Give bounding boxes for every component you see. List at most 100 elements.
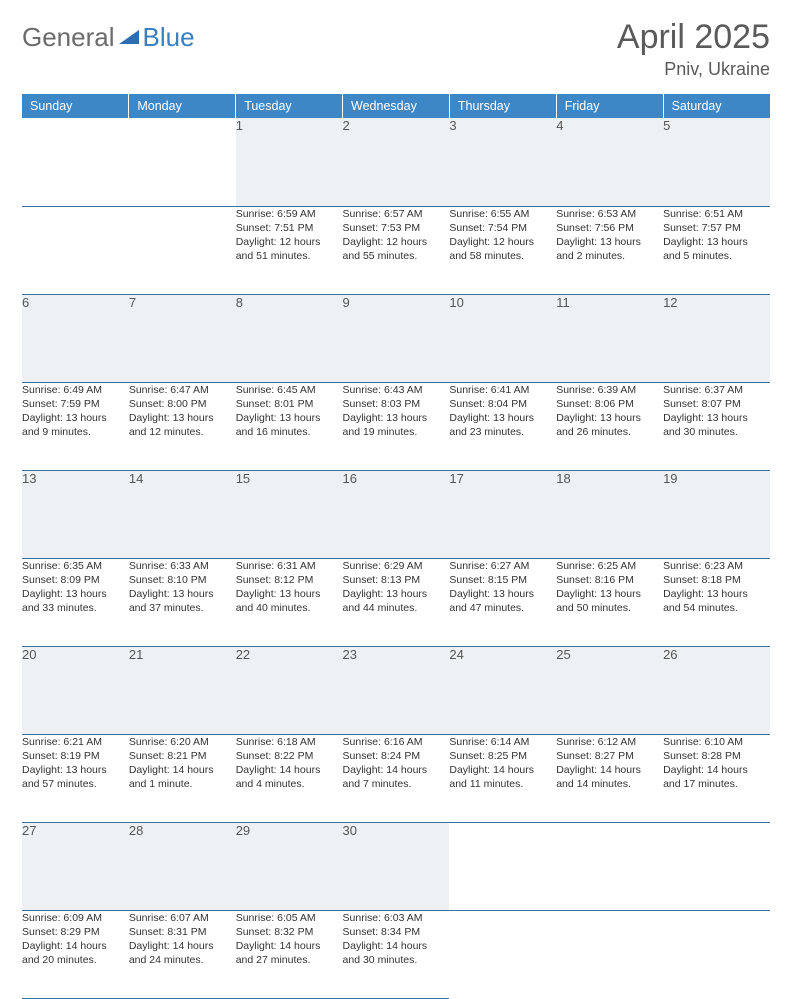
day-content-cell — [22, 206, 129, 294]
day-content-cell: Sunrise: 6:35 AMSunset: 8:09 PMDaylight:… — [22, 558, 129, 646]
sunset-text: Sunset: 8:00 PM — [129, 397, 236, 411]
daylight-text-1: Daylight: 12 hours — [343, 235, 450, 249]
weekday-header: Monday — [129, 94, 236, 118]
day-number-cell: 23 — [343, 646, 450, 734]
day-content-cell: Sunrise: 6:21 AMSunset: 8:19 PMDaylight:… — [22, 734, 129, 822]
day-number-cell: 28 — [129, 822, 236, 910]
day-content-cell: Sunrise: 6:37 AMSunset: 8:07 PMDaylight:… — [663, 382, 770, 470]
weekday-header: Wednesday — [343, 94, 450, 118]
day-content-cell: Sunrise: 6:51 AMSunset: 7:57 PMDaylight:… — [663, 206, 770, 294]
day-content-cell — [129, 206, 236, 294]
daylight-text-1: Daylight: 14 hours — [236, 939, 343, 953]
daylight-text-1: Daylight: 14 hours — [663, 763, 770, 777]
daylight-text-2: and 54 minutes. — [663, 601, 770, 615]
day-content-row: Sunrise: 6:59 AMSunset: 7:51 PMDaylight:… — [22, 206, 770, 294]
day-number-cell: 27 — [22, 822, 129, 910]
daylight-text-1: Daylight: 13 hours — [449, 411, 556, 425]
sunset-text: Sunset: 8:31 PM — [129, 925, 236, 939]
sunset-text: Sunset: 8:16 PM — [556, 573, 663, 587]
daylight-text-1: Daylight: 14 hours — [129, 939, 236, 953]
sunset-text: Sunset: 8:21 PM — [129, 749, 236, 763]
sunrise-text: Sunrise: 6:53 AM — [556, 207, 663, 221]
weekday-header: Friday — [556, 94, 663, 118]
sunrise-text: Sunrise: 6:33 AM — [129, 559, 236, 573]
day-content-cell: Sunrise: 6:55 AMSunset: 7:54 PMDaylight:… — [449, 206, 556, 294]
day-content-cell: Sunrise: 6:59 AMSunset: 7:51 PMDaylight:… — [236, 206, 343, 294]
daylight-text-2: and 2 minutes. — [556, 249, 663, 263]
daylight-text-1: Daylight: 12 hours — [236, 235, 343, 249]
sunset-text: Sunset: 7:56 PM — [556, 221, 663, 235]
sunset-text: Sunset: 8:12 PM — [236, 573, 343, 587]
daylight-text-2: and 40 minutes. — [236, 601, 343, 615]
daylight-text-2: and 1 minute. — [129, 777, 236, 791]
location-label: Pniv, Ukraine — [617, 59, 770, 80]
sunrise-text: Sunrise: 6:37 AM — [663, 383, 770, 397]
day-content-cell: Sunrise: 6:07 AMSunset: 8:31 PMDaylight:… — [129, 910, 236, 998]
day-content-cell — [663, 910, 770, 998]
sunset-text: Sunset: 8:29 PM — [22, 925, 129, 939]
day-number-cell: 12 — [663, 294, 770, 382]
day-content-cell: Sunrise: 6:10 AMSunset: 8:28 PMDaylight:… — [663, 734, 770, 822]
sunrise-text: Sunrise: 6:10 AM — [663, 735, 770, 749]
daylight-text-2: and 5 minutes. — [663, 249, 770, 263]
sunset-text: Sunset: 8:06 PM — [556, 397, 663, 411]
day-number-cell: 8 — [236, 294, 343, 382]
day-content-row: Sunrise: 6:35 AMSunset: 8:09 PMDaylight:… — [22, 558, 770, 646]
sunrise-text: Sunrise: 6:51 AM — [663, 207, 770, 221]
daylight-text-2: and 30 minutes. — [663, 425, 770, 439]
sunrise-text: Sunrise: 6:07 AM — [129, 911, 236, 925]
sunset-text: Sunset: 8:19 PM — [22, 749, 129, 763]
daylight-text-1: Daylight: 14 hours — [556, 763, 663, 777]
day-number-cell — [129, 118, 236, 206]
day-content-cell: Sunrise: 6:29 AMSunset: 8:13 PMDaylight:… — [343, 558, 450, 646]
day-content-cell: Sunrise: 6:39 AMSunset: 8:06 PMDaylight:… — [556, 382, 663, 470]
sunset-text: Sunset: 8:04 PM — [449, 397, 556, 411]
daylight-text-1: Daylight: 14 hours — [129, 763, 236, 777]
header: General Blue April 2025 Pniv, Ukraine — [22, 18, 770, 80]
daylight-text-2: and 7 minutes. — [343, 777, 450, 791]
sunset-text: Sunset: 8:03 PM — [343, 397, 450, 411]
daylight-text-1: Daylight: 13 hours — [129, 411, 236, 425]
sunset-text: Sunset: 8:27 PM — [556, 749, 663, 763]
day-content-cell: Sunrise: 6:45 AMSunset: 8:01 PMDaylight:… — [236, 382, 343, 470]
day-content-cell: Sunrise: 6:53 AMSunset: 7:56 PMDaylight:… — [556, 206, 663, 294]
daylight-text-2: and 47 minutes. — [449, 601, 556, 615]
sunset-text: Sunset: 7:53 PM — [343, 221, 450, 235]
sunrise-text: Sunrise: 6:03 AM — [343, 911, 450, 925]
sunset-text: Sunset: 8:01 PM — [236, 397, 343, 411]
sunrise-text: Sunrise: 6:39 AM — [556, 383, 663, 397]
day-content-cell: Sunrise: 6:12 AMSunset: 8:27 PMDaylight:… — [556, 734, 663, 822]
sunrise-text: Sunrise: 6:29 AM — [343, 559, 450, 573]
sunrise-text: Sunrise: 6:57 AM — [343, 207, 450, 221]
sunset-text: Sunset: 8:07 PM — [663, 397, 770, 411]
daylight-text-1: Daylight: 13 hours — [22, 587, 129, 601]
daylight-text-1: Daylight: 13 hours — [556, 411, 663, 425]
day-content-cell: Sunrise: 6:43 AMSunset: 8:03 PMDaylight:… — [343, 382, 450, 470]
sunset-text: Sunset: 8:18 PM — [663, 573, 770, 587]
daylight-text-1: Daylight: 14 hours — [22, 939, 129, 953]
day-number-row: 6789101112 — [22, 294, 770, 382]
day-number-cell: 3 — [449, 118, 556, 206]
sunset-text: Sunset: 8:24 PM — [343, 749, 450, 763]
day-number-cell: 15 — [236, 470, 343, 558]
sunset-text: Sunset: 8:25 PM — [449, 749, 556, 763]
weekday-header: Tuesday — [236, 94, 343, 118]
day-content-cell: Sunrise: 6:25 AMSunset: 8:16 PMDaylight:… — [556, 558, 663, 646]
day-number-cell: 13 — [22, 470, 129, 558]
daylight-text-2: and 17 minutes. — [663, 777, 770, 791]
page-title: April 2025 — [617, 18, 770, 57]
daylight-text-2: and 19 minutes. — [343, 425, 450, 439]
sunrise-text: Sunrise: 6:20 AM — [129, 735, 236, 749]
daylight-text-1: Daylight: 13 hours — [343, 411, 450, 425]
day-number-cell: 14 — [129, 470, 236, 558]
sunset-text: Sunset: 8:10 PM — [129, 573, 236, 587]
daylight-text-2: and 26 minutes. — [556, 425, 663, 439]
daylight-text-2: and 57 minutes. — [22, 777, 129, 791]
daylight-text-2: and 12 minutes. — [129, 425, 236, 439]
day-number-cell — [663, 822, 770, 910]
daylight-text-1: Daylight: 13 hours — [343, 587, 450, 601]
daylight-text-2: and 58 minutes. — [449, 249, 556, 263]
daylight-text-2: and 50 minutes. — [556, 601, 663, 615]
logo: General Blue — [22, 22, 195, 53]
day-content-row: Sunrise: 6:21 AMSunset: 8:19 PMDaylight:… — [22, 734, 770, 822]
